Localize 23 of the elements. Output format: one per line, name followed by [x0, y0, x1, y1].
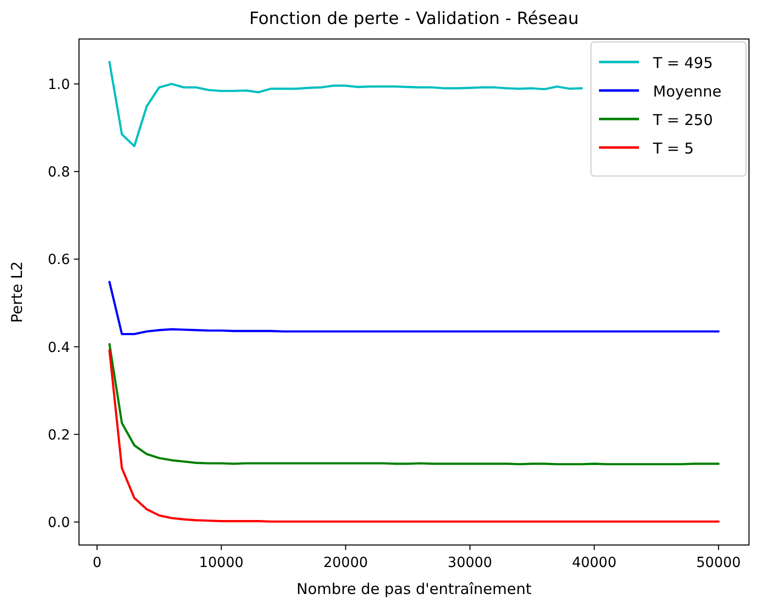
legend-label: T = 5 [652, 140, 694, 158]
y-axis-title: Perte L2 [8, 261, 26, 323]
legend-label: T = 250 [652, 111, 713, 129]
legend-label: Moyenne [653, 82, 722, 100]
x-tick-label: 10000 [199, 555, 244, 571]
x-tick-label: 50000 [696, 555, 741, 571]
x-axis-title: Nombre de pas d'entraînement [296, 580, 532, 598]
line-series [108, 349, 720, 523]
x-tick-label: 40000 [572, 555, 617, 571]
y-tick-label: 1.0 [48, 76, 70, 93]
legend-label: T = 495 [652, 54, 713, 72]
x-tick-label: 20000 [323, 555, 368, 571]
y-tick-label: 0.2 [48, 427, 70, 444]
line-series [108, 280, 720, 336]
x-tick-label: 30000 [448, 555, 492, 571]
y-tick-label: 0.0 [48, 515, 70, 531]
line-series [108, 343, 720, 466]
line-series [108, 60, 583, 148]
y-tick-label: 0.4 [48, 340, 70, 356]
y-tick-label: 0.8 [48, 164, 70, 181]
y-tick-label: 0.6 [48, 252, 70, 268]
chart-title: Fonction de perte - Validation - Réseau [249, 9, 579, 29]
x-tick-label: 0 [92, 555, 102, 571]
